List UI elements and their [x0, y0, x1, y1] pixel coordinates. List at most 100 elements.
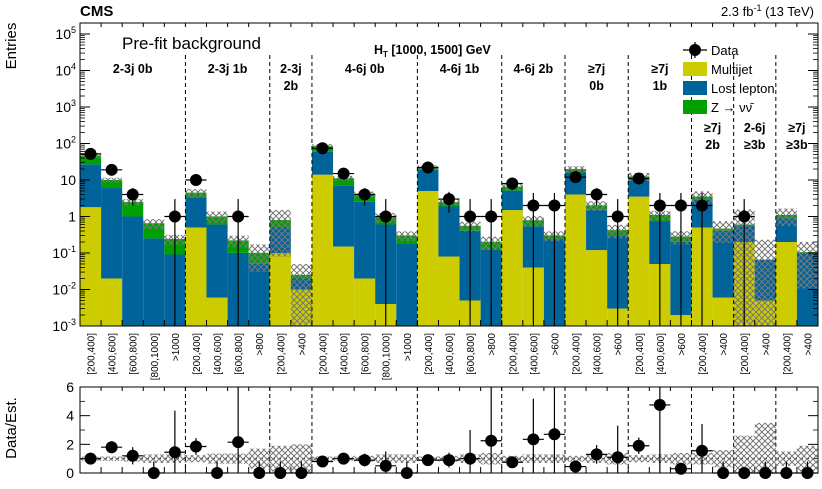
- bin-label: [400,600]: [656, 333, 667, 375]
- y-tick-label: 10-1: [52, 244, 76, 261]
- legend-swatch: [683, 100, 707, 114]
- data-point: [633, 172, 645, 184]
- data-point: [485, 210, 497, 222]
- ratio-point: [401, 467, 413, 479]
- y-tick-base: 10: [52, 245, 68, 261]
- y-tick-label: 1: [68, 208, 76, 224]
- uncertainty-band: [713, 221, 734, 243]
- ratio-point: [274, 467, 286, 479]
- multijet-bar: [438, 257, 459, 326]
- uncertainty-band: [797, 242, 818, 289]
- multijet-bar: [354, 279, 375, 326]
- multijet-bar: [565, 195, 586, 326]
- data-point: [232, 210, 244, 222]
- data-point: [338, 168, 350, 180]
- lost-lepton-bar: [249, 264, 270, 326]
- multijet-bar: [207, 298, 228, 326]
- legend-label: Multijet: [711, 62, 753, 77]
- multijet-bar: [713, 298, 734, 326]
- ratio-point: [211, 467, 223, 479]
- bin-label: [200,400]: [424, 333, 435, 375]
- multijet-bar: [586, 250, 607, 326]
- lumi-value: 2.3 fb: [721, 4, 754, 19]
- region-label: ≥7j: [788, 121, 805, 135]
- data-point: [506, 178, 518, 190]
- region-label: 2-3j 0b: [113, 62, 153, 76]
- ratio-point: [338, 453, 350, 465]
- ratio-point: [548, 428, 560, 440]
- ratio-y-tick-label: 2: [66, 436, 74, 452]
- ratio-point: [527, 433, 539, 445]
- ratio-point: [295, 467, 307, 479]
- y-tick-base: 10: [55, 99, 71, 115]
- data-point: [675, 200, 687, 212]
- ht-label-main: H: [374, 43, 383, 57]
- ratio-y-tick-label: 6: [66, 379, 74, 395]
- data-point: [106, 164, 118, 176]
- uncertainty-band: [249, 244, 270, 272]
- data-point: [127, 189, 139, 201]
- lost-lepton-bar: [101, 188, 122, 278]
- bin-label: [800,1000]: [382, 333, 393, 380]
- lost-lepton-bar: [502, 191, 523, 210]
- multijet-bar: [628, 197, 649, 326]
- y-tick-exponent: 3: [71, 98, 76, 108]
- bin-label: [200,400]: [87, 333, 98, 375]
- lost-lepton-bar: [333, 185, 354, 246]
- lost-lepton-bar: [396, 244, 417, 326]
- bin-label: >1000: [403, 333, 414, 362]
- bin-label: [600,800]: [361, 333, 372, 375]
- plot-title: Pre-fit background: [122, 34, 261, 53]
- bin-label: [600,800]: [466, 333, 477, 375]
- legend-label: Lost lepton: [711, 81, 775, 96]
- data-point: [612, 210, 624, 222]
- ratio-point: [190, 440, 202, 452]
- ratio-point: [759, 467, 771, 479]
- ratio-point: [253, 467, 265, 479]
- multijet-bar: [101, 279, 122, 326]
- y-tick-exponent: -1: [68, 244, 76, 254]
- ratio-point: [464, 453, 476, 465]
- region-label: 2-3j 1b: [208, 62, 248, 76]
- lost-lepton-bar: [207, 224, 228, 297]
- bin-label: [200,400]: [276, 333, 287, 375]
- ratio-point: [148, 467, 160, 479]
- uncertainty-band: [396, 231, 417, 241]
- ratio-uncertainty-band: [670, 453, 691, 464]
- bin-labels: [200,400] [400,600] [600,800] [800,1000] >10…: [87, 333, 815, 381]
- ratio-uncertainty-band: [185, 455, 206, 462]
- bin-label: >400: [297, 333, 308, 356]
- data-point: [316, 142, 328, 154]
- legend-label: Z → νν̄: [711, 100, 754, 115]
- data-point: [443, 193, 455, 205]
- region-label: 4-6j 1b: [440, 62, 480, 76]
- data-point: [738, 210, 750, 222]
- bin-label: >600: [677, 333, 688, 356]
- ratio-point: [717, 467, 729, 479]
- multijet-bar: [502, 210, 523, 326]
- bin-label: >1000: [171, 333, 182, 362]
- region-label: ≥7j: [588, 62, 605, 76]
- multijet-bar: [333, 247, 354, 326]
- ratio-point: [422, 454, 434, 466]
- lumi-energy: (13 TeV): [761, 4, 814, 19]
- region-label: 2-3j: [280, 62, 302, 76]
- multijet-bar: [185, 227, 206, 326]
- ratio-point: [169, 446, 181, 458]
- data-point: [591, 189, 603, 201]
- ratio-point: [780, 467, 792, 479]
- bin-label: >600: [614, 333, 625, 356]
- top-ylabel: Entries: [3, 23, 20, 70]
- bin-label: [200,400]: [698, 333, 709, 375]
- ratio-point: [506, 456, 518, 468]
- data-point: [570, 171, 582, 183]
- ratio-point: [127, 450, 139, 462]
- y-tick-base: 10: [52, 281, 68, 297]
- lost-lepton-bar: [312, 152, 333, 175]
- uncertainty-band: [101, 178, 122, 183]
- data-point: [359, 189, 371, 201]
- region-label: 4-6j 0b: [345, 62, 385, 76]
- ratio-point: [696, 445, 708, 457]
